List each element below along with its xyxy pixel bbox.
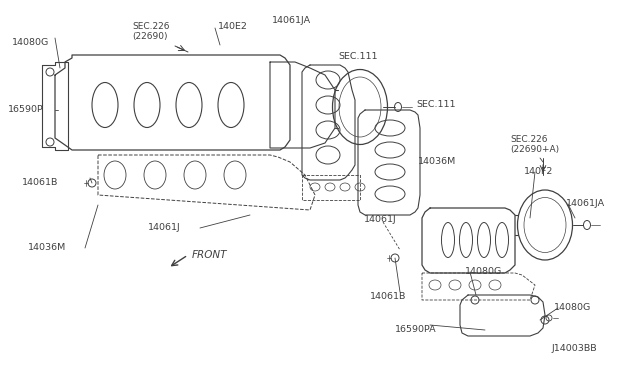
Text: SEC.226: SEC.226 (510, 135, 547, 144)
Text: SEC.226: SEC.226 (132, 22, 170, 31)
Text: 14061J: 14061J (364, 215, 397, 224)
Text: J14003BB: J14003BB (552, 344, 598, 353)
Text: SEC.111: SEC.111 (416, 100, 456, 109)
Text: 14080G: 14080G (465, 267, 502, 276)
Text: (22690): (22690) (132, 32, 168, 41)
Text: 140E2: 140E2 (218, 22, 248, 31)
Text: 14036M: 14036M (418, 157, 456, 167)
Text: 14061B: 14061B (370, 292, 406, 301)
Text: FRONT: FRONT (192, 250, 227, 260)
Text: 14080G: 14080G (554, 304, 591, 312)
Text: 14061B: 14061B (22, 178, 58, 187)
Text: 14061J: 14061J (148, 224, 180, 232)
Text: 140F2: 140F2 (524, 167, 554, 176)
Text: 14036M: 14036M (28, 244, 67, 253)
Text: (22690+A): (22690+A) (510, 145, 559, 154)
Text: 16590P: 16590P (8, 106, 44, 115)
Text: 14061JA: 14061JA (272, 16, 311, 25)
Text: 14080G: 14080G (12, 38, 49, 47)
Text: 16590PA: 16590PA (395, 325, 436, 334)
Text: 14061JA: 14061JA (566, 199, 605, 208)
Text: SEC.111: SEC.111 (338, 52, 378, 61)
